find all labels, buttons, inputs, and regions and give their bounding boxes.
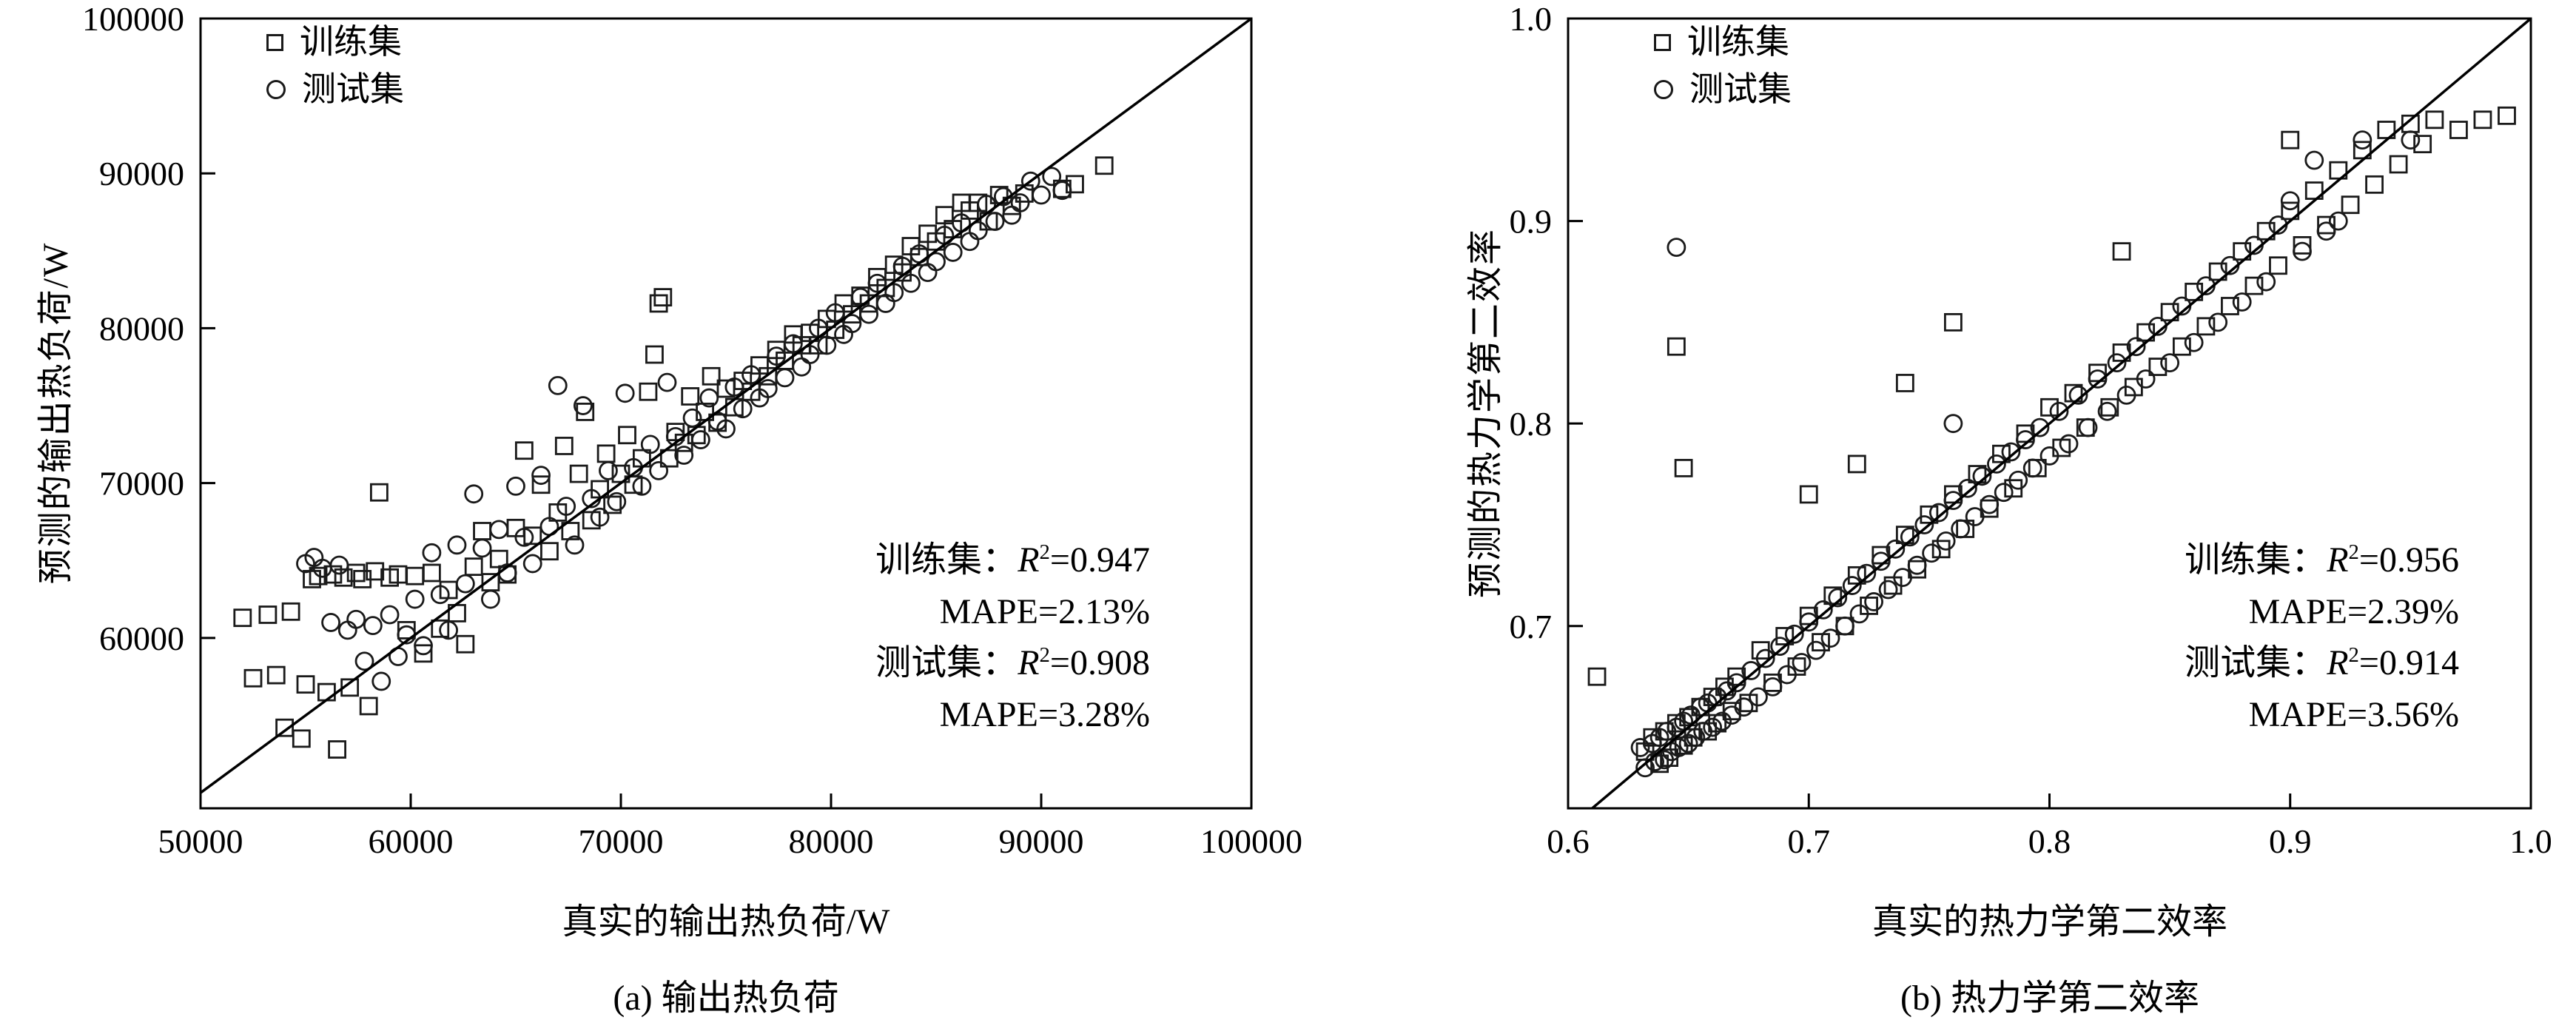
r-exponent: 2 — [1039, 540, 1050, 564]
legend-label-train: 训练集 — [300, 23, 402, 61]
plot-frame — [199, 17, 1253, 810]
panel-a: 50000 60000 70000 80000 90000 100000 60000 7000… — [0, 0, 1302, 1018]
chart-a-y-axis-title: 预测的输出热负荷/W — [36, 241, 75, 585]
identity-line — [1591, 17, 2532, 810]
legend-item-train: 训练集 — [1654, 25, 1792, 59]
legend-item-test: 测试集 — [1654, 73, 1792, 107]
y-tick-label: 60000 — [99, 620, 184, 657]
x-tick-label: 90000 — [999, 822, 1084, 860]
x-tick-label: 100000 — [1200, 822, 1302, 860]
chart-a-caption: (a) 输出热负荷 — [613, 979, 839, 1018]
r-symbol: R — [2327, 643, 2349, 683]
x-tick-label: 50000 — [158, 822, 243, 860]
y-tick-label: 90000 — [99, 155, 184, 192]
x-tick-label: 0.7 — [1788, 822, 1831, 860]
chart-b-canvas: 0.6 0.7 0.8 0.9 1.0 0.7 0.8 0.9 1.0 — [1510, 0, 2552, 860]
chart-b-x-axis-title: 真实的热力学第二效率 — [1872, 902, 2228, 942]
x-tick-label: 60000 — [369, 822, 454, 860]
chart-a-stats: 训练集：R2=0.947 MAPE=2.13% 测试集：R2=0.908 MAP… — [875, 534, 1150, 740]
x-tick-label: 70000 — [579, 822, 664, 860]
y-tick-label: 1.0 — [1510, 0, 1553, 38]
x-tick-label: 0.8 — [2028, 822, 2071, 860]
stats-prefix: 训练集： — [875, 540, 1018, 580]
square-marker-icon — [1654, 33, 1671, 51]
stats-line-train-mape: MAPE=2.39% — [2248, 591, 2459, 631]
y-tick-label: 80000 — [99, 309, 184, 347]
chart-b-legend: 训练集 测试集 — [1654, 25, 1792, 120]
circle-marker-icon — [266, 80, 286, 99]
legend-label-train: 训练集 — [1687, 23, 1789, 61]
chart-b-caption: (b) 热力学第二效率 — [1900, 979, 2199, 1018]
legend-item-train: 训练集 — [266, 25, 404, 59]
square-marker-icon — [266, 33, 283, 51]
stats-prefix: 测试集： — [2185, 643, 2327, 683]
y-tick-label: 0.8 — [1510, 405, 1553, 443]
chart-b-y-axis-title: 预测的热力学第二效率 — [1466, 227, 1505, 599]
legend-label-test: 测试集 — [302, 70, 404, 108]
r-symbol: R — [1018, 540, 1040, 580]
legend-item-test: 测试集 — [266, 73, 404, 107]
y-tick-label: 100000 — [82, 0, 184, 38]
r-exponent: 2 — [2348, 643, 2359, 668]
test-scatter-points — [1630, 130, 2421, 778]
x-tick-label: 1.0 — [2509, 822, 2552, 860]
x-tick-label: 0.6 — [1547, 822, 1590, 860]
legend-label-test: 测试集 — [1689, 70, 1792, 108]
r-value: =0.947 — [1049, 540, 1150, 580]
r-symbol: R — [1018, 643, 1040, 683]
stats-line-train-r2: 训练集：R2=0.956 — [2185, 534, 2459, 586]
chart-a-legend: 训练集 测试集 — [266, 25, 404, 120]
stats-line-test-r2: 测试集：R2=0.908 — [875, 637, 1150, 689]
chart-b-stats: 训练集：R2=0.956 MAPE=2.39% 测试集：R2=0.914 MAP… — [2185, 534, 2459, 740]
stats-prefix: 测试集： — [875, 643, 1018, 683]
panel-b: 0.6 0.7 0.8 0.9 1.0 0.7 0.8 0.9 1.0 预测的热力学第二效率 真… — [1288, 0, 2575, 1018]
stats-line-train-mape: MAPE=2.13% — [939, 591, 1150, 631]
stats-line-test-r2: 测试集：R2=0.914 — [2185, 637, 2459, 689]
stats-line-test-mape: MAPE=3.28% — [939, 694, 1150, 734]
stats-line-test-mape: MAPE=3.56% — [2248, 694, 2459, 734]
r-value: =0.908 — [1049, 643, 1150, 683]
chart-a-canvas: 50000 60000 70000 80000 90000 100000 60000 7000… — [82, 0, 1302, 860]
x-tick-label: 80000 — [789, 822, 874, 860]
chart-a-x-axis-title: 真实的输出热负荷/W — [562, 902, 890, 942]
y-tick-label: 0.7 — [1510, 608, 1553, 645]
stats-line-train-r2: 训练集：R2=0.947 — [875, 534, 1150, 586]
circle-marker-icon — [1654, 80, 1673, 99]
r-exponent: 2 — [1039, 643, 1050, 668]
r-symbol: R — [2327, 540, 2349, 580]
identity-line — [199, 17, 1253, 794]
stats-prefix: 训练集： — [2185, 540, 2327, 580]
y-tick-label: 0.9 — [1510, 203, 1553, 241]
y-tick-label: 70000 — [99, 465, 184, 503]
r-value: =0.914 — [2358, 643, 2459, 683]
r-exponent: 2 — [2348, 540, 2359, 564]
x-tick-label: 0.9 — [2269, 822, 2312, 860]
r-value: =0.956 — [2358, 540, 2459, 580]
